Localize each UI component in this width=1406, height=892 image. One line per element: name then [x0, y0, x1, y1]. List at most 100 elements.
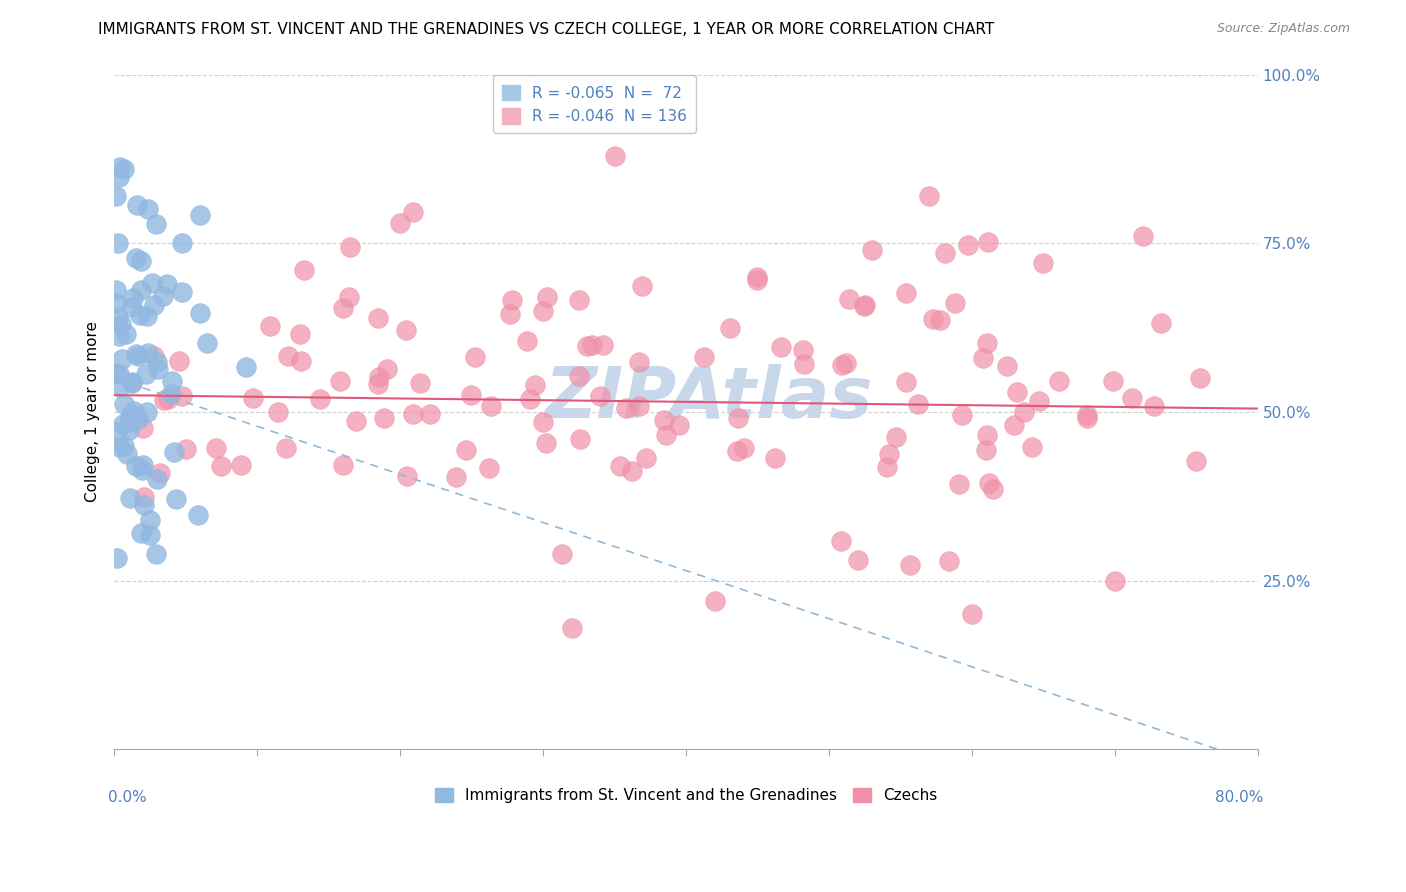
Point	[332, 458, 354, 472]
Point	[152, 289, 174, 303]
Point	[188, 306, 211, 320]
Point	[242, 391, 264, 405]
Point	[166, 491, 188, 506]
Point	[153, 392, 176, 407]
Point	[952, 409, 974, 423]
Point	[853, 297, 876, 311]
Point	[830, 534, 852, 549]
Point	[142, 349, 165, 363]
Point	[104, 295, 127, 310]
Point	[478, 460, 501, 475]
Point	[634, 451, 657, 466]
Point	[938, 554, 960, 568]
Point	[898, 558, 921, 572]
Point	[292, 263, 315, 277]
Point	[108, 368, 131, 382]
Point	[536, 436, 558, 450]
Point	[146, 472, 169, 486]
Point	[107, 310, 129, 325]
Point	[860, 243, 883, 257]
Point	[589, 389, 612, 403]
Point	[339, 240, 361, 254]
Point	[918, 189, 941, 203]
Point	[139, 528, 162, 542]
Point	[1104, 574, 1126, 588]
Point	[835, 356, 858, 370]
Point	[110, 317, 132, 331]
Point	[396, 468, 419, 483]
Point	[146, 362, 169, 376]
Point	[125, 346, 148, 360]
Text: 80.0%: 80.0%	[1215, 790, 1264, 805]
Point	[628, 400, 651, 414]
Point	[395, 323, 418, 337]
Point	[167, 354, 190, 368]
Point	[138, 513, 160, 527]
Point	[763, 450, 786, 465]
Point	[156, 277, 179, 292]
Point	[118, 423, 141, 437]
Point	[692, 351, 714, 365]
Point	[125, 458, 148, 473]
Point	[290, 327, 312, 342]
Point	[290, 354, 312, 368]
Point	[141, 276, 163, 290]
Point	[121, 300, 143, 314]
Point	[170, 285, 193, 299]
Point	[531, 304, 554, 318]
Point	[108, 169, 131, 184]
Point	[668, 417, 690, 432]
Point	[460, 388, 482, 402]
Point	[575, 338, 598, 352]
Point	[884, 430, 907, 444]
Text: 0.0%: 0.0%	[108, 790, 148, 805]
Point	[524, 378, 547, 392]
Point	[159, 386, 181, 401]
Point	[922, 312, 945, 326]
Point	[375, 362, 398, 376]
Point	[402, 407, 425, 421]
Point	[444, 469, 467, 483]
Point	[156, 392, 179, 406]
Point	[419, 408, 441, 422]
Point	[121, 407, 143, 421]
Point	[108, 440, 131, 454]
Point	[733, 441, 755, 455]
Point	[174, 442, 197, 456]
Point	[1076, 410, 1098, 425]
Point	[389, 216, 412, 230]
Point	[401, 205, 423, 219]
Point	[135, 367, 157, 381]
Point	[121, 375, 143, 389]
Point	[454, 443, 477, 458]
Point	[581, 338, 603, 352]
Point	[1021, 440, 1043, 454]
Point	[592, 338, 614, 352]
Point	[104, 188, 127, 202]
Point	[188, 208, 211, 222]
Point	[136, 202, 159, 217]
Point	[569, 432, 592, 446]
Point	[846, 553, 869, 567]
Point	[568, 368, 591, 383]
Point	[149, 467, 172, 481]
Point	[943, 296, 966, 310]
Point	[127, 198, 149, 212]
Point	[1028, 394, 1050, 409]
Point	[337, 290, 360, 304]
Point	[172, 236, 194, 251]
Point	[725, 444, 748, 458]
Point	[1076, 408, 1098, 422]
Point	[876, 459, 898, 474]
Point	[344, 414, 367, 428]
Point	[551, 547, 574, 561]
Point	[132, 490, 155, 504]
Point	[972, 351, 994, 365]
Point	[129, 308, 152, 322]
Point	[367, 310, 389, 325]
Point	[655, 428, 678, 442]
Point	[831, 358, 853, 372]
Point	[170, 389, 193, 403]
Point	[136, 346, 159, 360]
Point	[105, 551, 128, 566]
